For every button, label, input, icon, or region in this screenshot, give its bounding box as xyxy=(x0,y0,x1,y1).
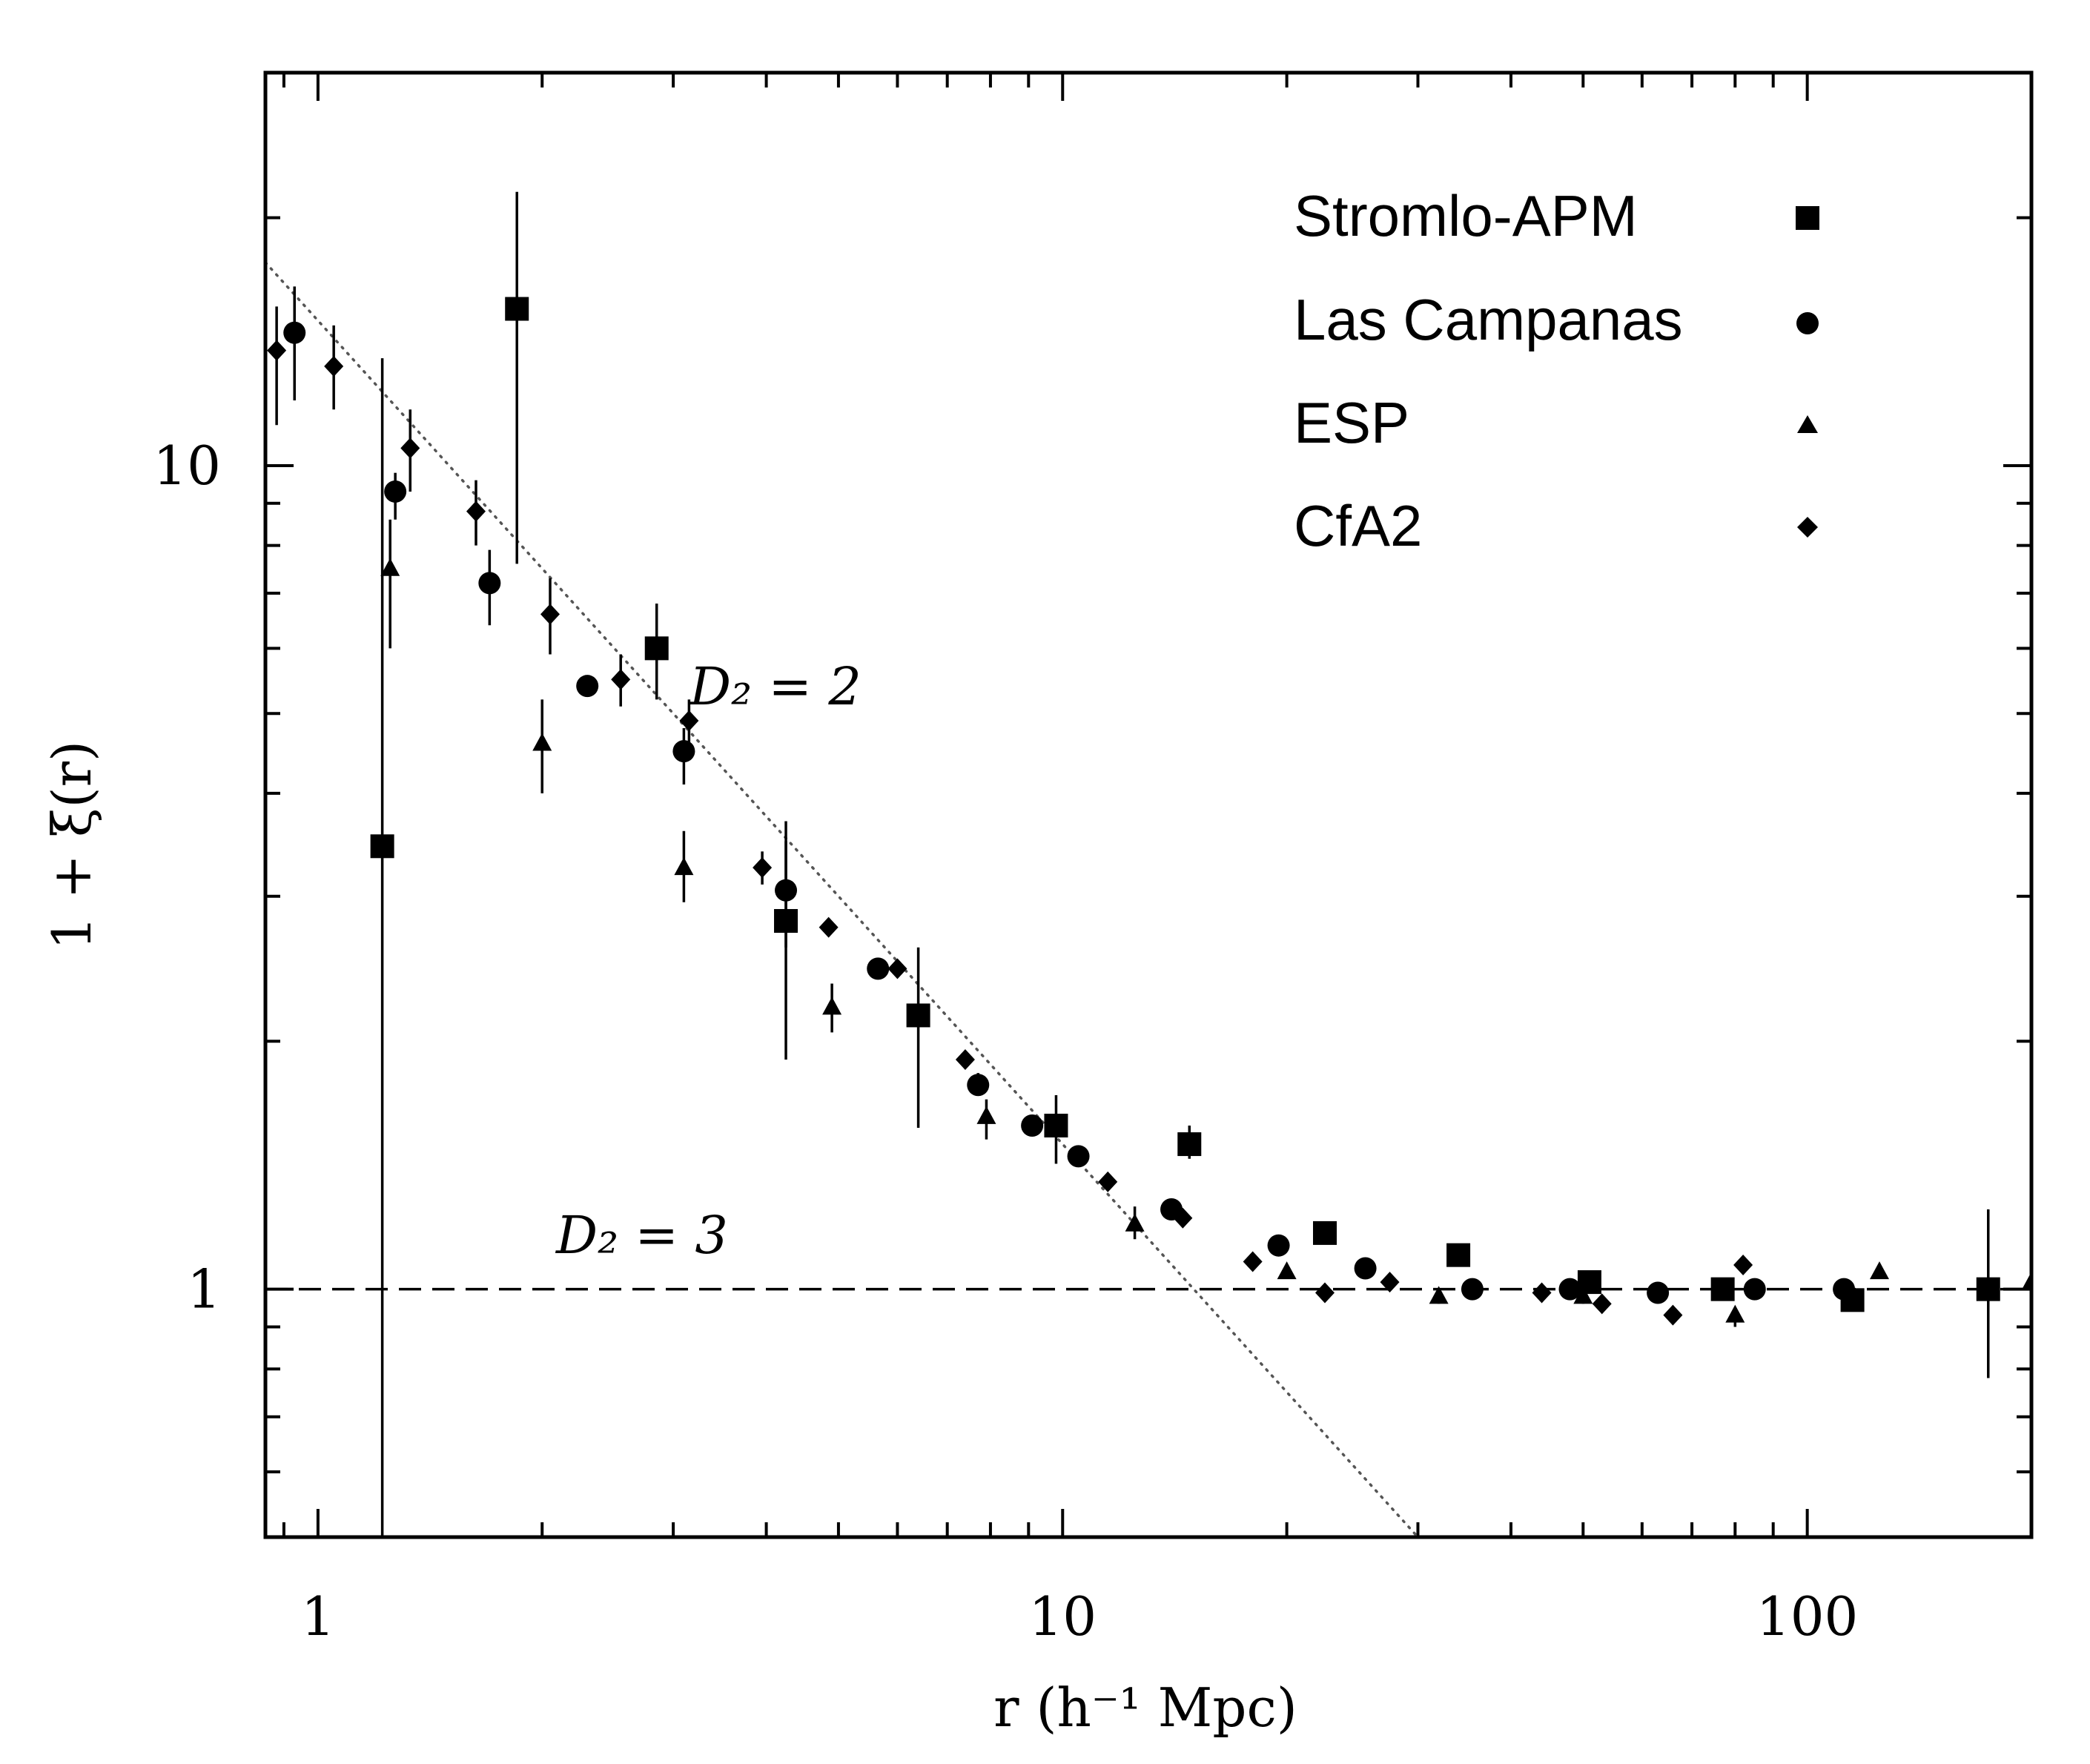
data-point-las-campanas xyxy=(1558,1278,1581,1301)
data-point-cfa2 xyxy=(1532,1282,1552,1304)
data-point-stromlo-apm xyxy=(1312,1220,1337,1245)
axis-ticks xyxy=(265,73,2031,1537)
data-point-las-campanas xyxy=(384,480,407,503)
data-point-las-campanas xyxy=(1743,1278,1766,1301)
data-point-esp xyxy=(532,733,552,751)
legend-marker-diamond xyxy=(1797,517,1818,538)
legend: Stromlo-APM Las Campanas ESP CfA2 xyxy=(1294,183,1819,558)
annotation-d2-equals-2: D₂ = 2 xyxy=(688,656,862,717)
data-point-stromlo-apm xyxy=(370,834,394,859)
axis-labels: 1 10 100 1 10 xyxy=(153,435,1858,1648)
data-point-stromlo-apm xyxy=(505,297,529,321)
data-point-cfa2 xyxy=(679,710,699,732)
data-point-cfa2 xyxy=(324,356,344,377)
data-point-cfa2 xyxy=(267,340,287,361)
data-point-cfa2 xyxy=(611,669,631,690)
data-point-las-campanas xyxy=(1067,1145,1090,1168)
data-point-cfa2 xyxy=(955,1049,975,1071)
x-tick-label: 1 xyxy=(301,1585,335,1648)
data-point-esp xyxy=(1573,1286,1593,1304)
legend-label-esp: ESP xyxy=(1294,390,1409,455)
annotations: D₂ = 2 D₂ = 3 xyxy=(555,656,862,1266)
data-point-stromlo-apm xyxy=(1710,1277,1735,1301)
data-point-stromlo-apm xyxy=(644,636,669,661)
legend-label-las-campanas: Las Campanas xyxy=(1294,287,1683,352)
data-point-esp xyxy=(2022,1272,2031,1290)
data-point-esp xyxy=(1277,1261,1297,1280)
data-point-las-campanas xyxy=(967,1074,990,1097)
data-point-stromlo-apm xyxy=(1976,1277,2000,1301)
data-point-las-campanas xyxy=(1267,1234,1290,1257)
data-point-las-campanas xyxy=(576,675,599,698)
data-point-cfa2 xyxy=(466,501,486,522)
data-point-stromlo-apm xyxy=(1044,1113,1068,1137)
data-point-las-campanas xyxy=(867,957,890,980)
data-point-cfa2 xyxy=(540,604,560,625)
data-point-cfa2 xyxy=(887,958,907,980)
data-point-las-campanas xyxy=(478,572,501,595)
data-point-cfa2 xyxy=(1380,1272,1400,1293)
data-point-esp xyxy=(976,1106,996,1124)
data-point-las-campanas xyxy=(672,740,695,763)
data-point-las-campanas xyxy=(1021,1114,1044,1137)
reference-line-d2-2 xyxy=(265,261,1420,1537)
data-point-stromlo-apm xyxy=(1177,1132,1202,1157)
series-las-campanas xyxy=(283,286,1856,1304)
legend-marker-triangle xyxy=(1797,415,1818,433)
data-point-cfa2 xyxy=(753,857,773,879)
data-point-las-campanas xyxy=(1833,1278,1856,1301)
data-point-stromlo-apm xyxy=(1446,1243,1471,1267)
data-point-esp xyxy=(822,997,842,1015)
data-point-esp xyxy=(1429,1286,1449,1304)
legend-marker-square xyxy=(1796,206,1819,230)
plot-area xyxy=(265,191,2031,1537)
data-point-esp xyxy=(380,558,400,576)
data-point-las-campanas xyxy=(283,321,306,344)
data-point-cfa2 xyxy=(400,437,420,459)
data-point-stromlo-apm xyxy=(906,1003,930,1028)
x-tick-label: 100 xyxy=(1756,1585,1858,1648)
y-tick-label: 1 xyxy=(187,1258,221,1321)
data-point-esp xyxy=(1869,1261,1889,1280)
data-point-cfa2 xyxy=(1243,1251,1263,1272)
data-point-esp xyxy=(674,857,694,876)
data-point-cfa2 xyxy=(1173,1207,1193,1229)
legend-marker-circle xyxy=(1796,312,1819,334)
plot-frame xyxy=(263,70,2034,1539)
series-cfa2 xyxy=(267,306,1753,1326)
data-point-cfa2 xyxy=(1592,1293,1612,1315)
y-axis-label: 1 + ξ(r) xyxy=(41,741,103,950)
data-point-las-campanas xyxy=(1461,1278,1484,1301)
data-point-cfa2 xyxy=(1663,1304,1683,1326)
series-esp xyxy=(380,519,2031,1327)
data-point-cfa2 xyxy=(1098,1171,1118,1192)
x-axis-label: r (h⁻¹ Mpc) xyxy=(993,1677,1297,1739)
data-point-cfa2 xyxy=(819,916,839,938)
data-point-las-campanas xyxy=(1647,1281,1670,1304)
legend-label-cfa2: CfA2 xyxy=(1294,493,1422,558)
data-point-las-campanas xyxy=(1354,1257,1377,1280)
data-point-cfa2 xyxy=(1733,1255,1753,1276)
legend-label-stromlo-apm: Stromlo-APM xyxy=(1294,183,1638,248)
data-point-cfa2 xyxy=(1314,1282,1335,1304)
data-point-las-campanas xyxy=(775,879,798,902)
y-tick-label: 10 xyxy=(153,435,221,497)
annotation-d2-equals-3: D₂ = 3 xyxy=(555,1205,728,1266)
x-tick-label: 10 xyxy=(1028,1585,1097,1648)
data-point-esp xyxy=(1725,1304,1745,1323)
data-point-esp xyxy=(1125,1213,1145,1232)
